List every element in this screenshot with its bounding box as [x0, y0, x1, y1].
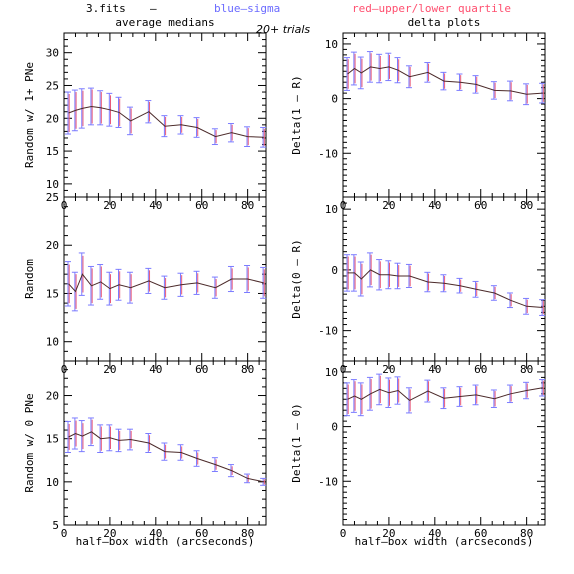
panel-4-median-line: [347, 269, 543, 308]
header-red-label: red–upper/lower quartile: [352, 2, 511, 15]
panel-2-xtick-label: 20: [382, 199, 395, 212]
panel-5-xtick-label: 0: [61, 527, 68, 540]
panel-5-ylabel: Random w/ 0 PNe: [23, 393, 36, 492]
panel-6-xtick-label: 0: [340, 527, 347, 540]
panel-5-ytick-label: 20: [46, 390, 59, 403]
panel-3-xtick-label: 40: [149, 363, 162, 376]
panel-2-ylabel: Delta(1 – R): [290, 75, 303, 154]
panel-3-xtick-label: 60: [195, 363, 208, 376]
panel-6-ytick-label: 0: [331, 421, 338, 434]
panel-6-frame: [342, 360, 546, 526]
panel-1-ytick-label: 30: [46, 47, 59, 60]
panel-2-median-line: [347, 66, 543, 95]
panel-6-ylabel: Delta(1 – 0): [290, 403, 303, 482]
panel-2-xtick-label: 60: [474, 199, 487, 212]
panel-2-xtick-label: 0: [340, 199, 347, 212]
panel-2-xtick-label: 40: [428, 199, 441, 212]
header-blue-label: blue–sigma: [214, 2, 280, 15]
panel-4-xtick-label: 80: [520, 363, 533, 376]
panel-1-frame: [63, 32, 267, 198]
panel-2-xtick-label: 80: [520, 199, 533, 212]
panel-1-ylabel: Random w/ 1+ PNe: [23, 62, 36, 168]
panel-6-xtick-label: 60: [474, 527, 487, 540]
panel-1-ytick-label: 20: [46, 112, 59, 125]
panel-2-title: delta plots: [408, 16, 481, 29]
panel-4-xtick-label: 60: [474, 363, 487, 376]
panel-4-frame: [342, 196, 546, 362]
panel-6-xtick-label: 20: [382, 527, 395, 540]
panel-5-xtick-label: 20: [103, 527, 116, 540]
panel-6-xtick-label: 80: [520, 527, 533, 540]
panel-5-median-line: [68, 431, 264, 483]
panel-1-xtick-label: 40: [149, 199, 162, 212]
panel-4-ytick-label: 10: [325, 203, 338, 216]
panel-5-frame: [63, 360, 267, 526]
panel-1-xtick-label: 80: [241, 199, 254, 212]
panel-5-ytick-label: 15: [46, 433, 59, 446]
panel-1-xtick-label: 20: [103, 199, 116, 212]
panel-6-xtick-label: 40: [428, 527, 441, 540]
panel-3-ytick-label: 20: [46, 239, 59, 252]
panel-4-xtick-label: 40: [428, 363, 441, 376]
panel-3-xtick-label: 80: [241, 363, 254, 376]
panel-1-ytick-label: 25: [46, 79, 59, 92]
panel-3-median-line: [68, 273, 264, 293]
panel-3-ytick-label: 10: [46, 336, 59, 349]
panel-3-xtick-label: 20: [103, 363, 116, 376]
panel-1-title: average medians: [115, 16, 214, 29]
panel-5-ytick-label: 5: [52, 519, 59, 532]
panel-2-ytick-label: -10: [318, 147, 338, 160]
panel-4-ytick-label: -10: [318, 325, 338, 338]
panel-2-frame: [342, 32, 546, 198]
panel-4-xtick-label: 0: [340, 363, 347, 376]
panel-1-xtick-label: 0: [61, 199, 68, 212]
panel-4-ytick-label: 0: [331, 264, 338, 277]
panel-5-xlabel: half–box width (arcseconds): [76, 535, 255, 548]
panel-3-ytick-label: 25: [46, 191, 59, 204]
panel-5-ytick-label: 10: [46, 476, 59, 489]
panel-1-xtick-label: 60: [195, 199, 208, 212]
panel-2-ytick-label: 0: [331, 93, 338, 106]
panel-5-xtick-label: 80: [241, 527, 254, 540]
panel-4-xtick-label: 20: [382, 363, 395, 376]
panel-1-median-line: [68, 105, 264, 138]
header-trials: 20+ trials: [256, 23, 310, 36]
panel-6-median-line: [347, 387, 543, 401]
panel-1-ytick-label: 15: [46, 145, 59, 158]
panel-6-ytick-label: -10: [318, 475, 338, 488]
panel-3-ytick-label: 15: [46, 287, 59, 300]
panel-4-ylabel: Delta(0 – R): [290, 239, 303, 318]
panel-5-xtick-label: 60: [195, 527, 208, 540]
panel-5-xtick-label: 40: [149, 527, 162, 540]
panel-2-ytick-label: 10: [325, 38, 338, 51]
header-file: 3.fits: [86, 2, 126, 15]
panel-1-ytick-label: 10: [46, 178, 59, 191]
panel-6-ytick-label: 10: [325, 366, 338, 379]
panel-6-xlabel: half–box width (arcseconds): [355, 535, 534, 548]
header-dash: –: [150, 2, 157, 15]
panel-3-ylabel: Random: [23, 259, 36, 299]
chart-marks: 0204060801015202530020406080-10010020406…: [46, 32, 546, 540]
